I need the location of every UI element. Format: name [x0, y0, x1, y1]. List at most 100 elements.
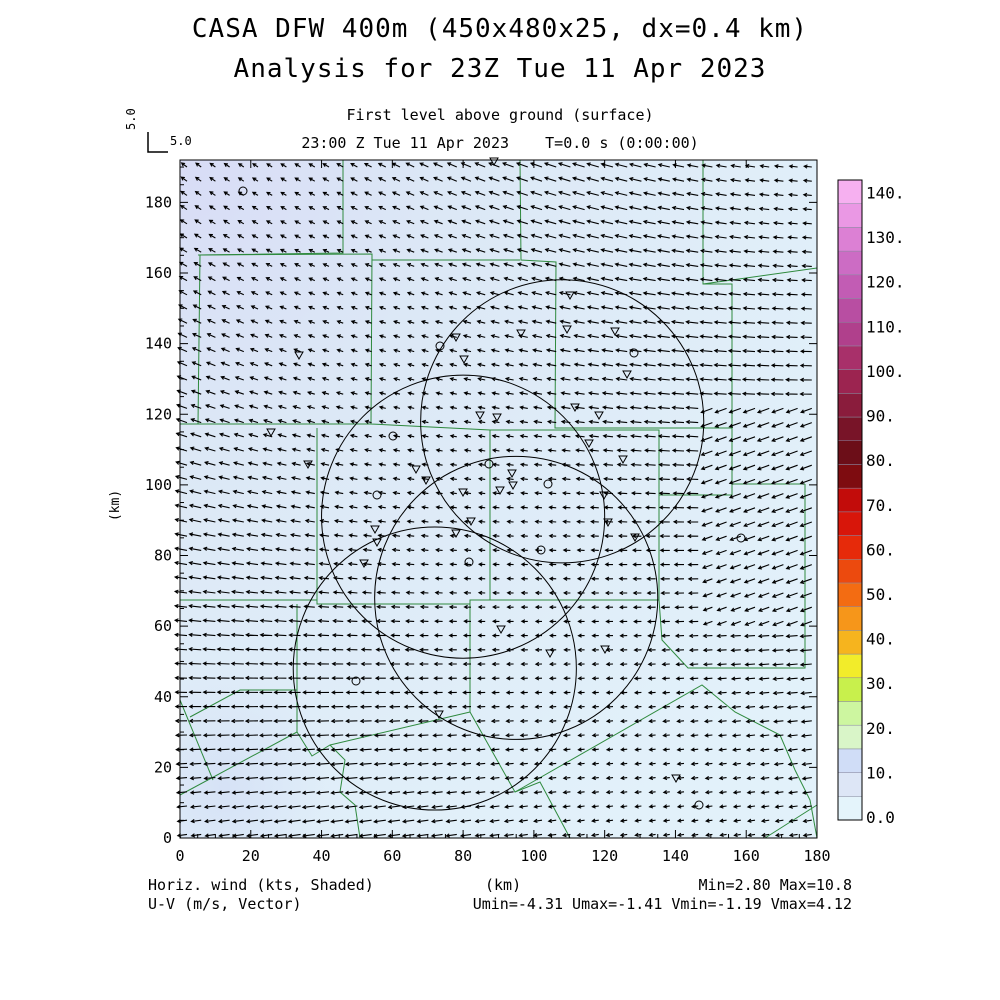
wind-vector	[175, 790, 188, 795]
wind-vector	[420, 320, 429, 325]
y-tick-label: 140	[145, 335, 172, 353]
wind-vector	[307, 334, 315, 339]
wind-vector	[216, 632, 230, 638]
wind-vector	[744, 606, 756, 612]
wind-vector	[648, 775, 656, 781]
wind-vector	[661, 647, 670, 653]
wind-vector	[701, 535, 713, 541]
wind-vector	[405, 576, 415, 581]
wind-vector	[420, 248, 429, 253]
wind-vector	[180, 190, 188, 196]
wind-vector	[674, 590, 685, 596]
wind-vector	[502, 233, 514, 239]
wind-vector	[531, 333, 543, 339]
wind-vector	[656, 248, 670, 253]
wind-vector	[699, 362, 713, 368]
wind-vector	[702, 647, 713, 653]
wind-vector	[728, 493, 741, 499]
wind-vector	[392, 505, 401, 510]
wind-vector	[648, 804, 656, 809]
wind-vector	[516, 205, 528, 211]
wind-vector	[350, 362, 358, 367]
wind-vector	[378, 205, 387, 211]
wind-vector	[771, 292, 784, 297]
wind-vector	[308, 206, 316, 211]
wind-vector	[591, 647, 599, 653]
wind-vector	[728, 263, 741, 268]
wind-vector	[760, 804, 770, 809]
wind-vector	[586, 319, 599, 324]
wind-vector	[294, 191, 301, 196]
wind-vector	[247, 461, 259, 466]
wind-vector	[388, 733, 401, 738]
colorbar-label: 70.	[866, 496, 895, 515]
wind-vector	[786, 705, 798, 710]
wind-vector	[603, 476, 614, 482]
wind-vector	[347, 547, 358, 552]
wind-vector	[744, 178, 756, 183]
wind-vector	[786, 306, 798, 311]
wind-vector	[232, 489, 244, 495]
wind-vector	[519, 718, 528, 724]
wind-vector	[757, 507, 770, 513]
wind-vector	[686, 534, 699, 539]
wind-vector	[614, 248, 628, 253]
wind-vector	[799, 507, 812, 513]
wind-vector	[477, 647, 486, 652]
wind-vector	[774, 832, 784, 838]
wind-vector	[287, 790, 301, 795]
wind-vector	[476, 319, 486, 325]
wind-vector	[434, 604, 443, 610]
wind-vector	[577, 733, 585, 738]
wind-vector	[260, 532, 273, 538]
wind-vector	[349, 419, 358, 424]
wind-vector	[785, 349, 798, 354]
wind-vector	[518, 818, 528, 824]
wind-vector	[175, 460, 188, 466]
wind-vector	[703, 719, 713, 724]
wind-vector	[316, 661, 330, 666]
colorbar-label: 130.	[866, 228, 905, 247]
wind-vector	[575, 505, 585, 510]
wind-vector	[490, 334, 500, 339]
colorbar-swatch	[837, 606, 863, 631]
wind-vector	[287, 675, 301, 681]
wind-vector	[432, 704, 443, 709]
wind-vector	[216, 561, 230, 566]
station-triangle-marker	[603, 518, 613, 528]
wind-vector	[308, 191, 316, 196]
wind-vector	[364, 334, 372, 339]
wind-vector	[701, 507, 713, 513]
wind-vector	[188, 532, 202, 537]
wind-vector	[345, 661, 358, 667]
wind-vector	[234, 390, 244, 395]
wind-vector	[246, 489, 259, 495]
colorbar-swatch	[837, 559, 863, 584]
wind-vector	[614, 333, 628, 339]
wind-vector	[743, 234, 756, 240]
wind-vector	[475, 291, 486, 296]
wind-vector	[449, 576, 457, 581]
wind-vector	[620, 733, 628, 738]
wind-vector	[301, 747, 315, 752]
wind-vector	[336, 206, 344, 211]
wind-vector	[546, 391, 557, 396]
wind-vector	[506, 661, 514, 667]
wind-vector	[434, 262, 443, 267]
wind-vector	[643, 391, 656, 396]
wind-vector	[231, 546, 244, 552]
wind-vector	[646, 590, 656, 596]
wind-vector	[618, 590, 628, 596]
wind-vector	[530, 190, 543, 196]
wind-vector	[316, 676, 330, 681]
wind-vector	[591, 704, 599, 709]
wind-vector	[407, 448, 415, 453]
wind-vector	[219, 404, 230, 409]
wind-vector	[222, 248, 230, 253]
wind-vector	[265, 262, 273, 267]
wind-vector	[506, 604, 514, 610]
wind-vector	[563, 704, 571, 709]
wind-vector	[788, 192, 798, 197]
wind-vector	[601, 362, 614, 367]
wind-vector	[685, 277, 699, 282]
